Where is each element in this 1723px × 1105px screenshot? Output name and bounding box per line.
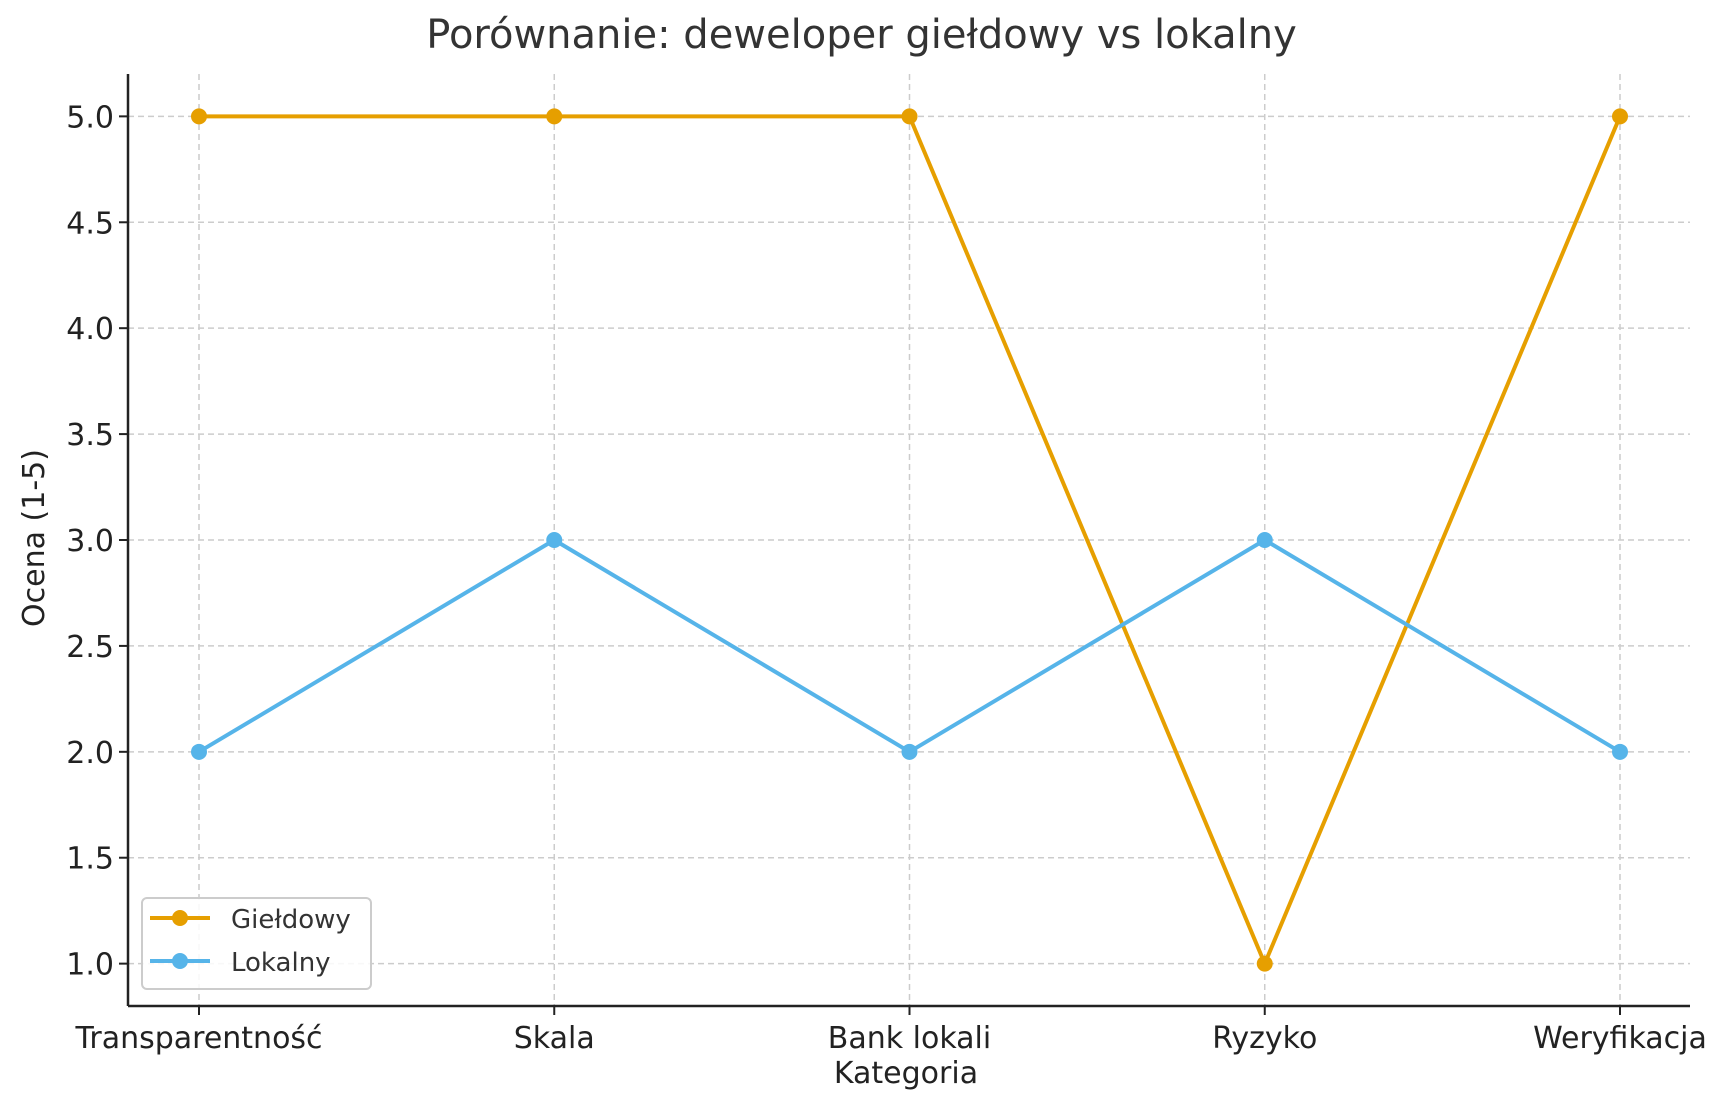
legend-item-lokalny: Lokalny — [150, 948, 331, 978]
x-tick-label: Ryzyko — [1212, 1021, 1317, 1056]
legend-label: Giełdowy — [231, 905, 351, 935]
x-tick-label: Weryfikacja — [1533, 1021, 1707, 1056]
data-point — [901, 743, 918, 760]
x-tick-label: Bank lokali — [828, 1021, 991, 1056]
x-axis-ticks: Transparentność Skala Bank lokali Ryzyko Wer… — [74, 1006, 1707, 1056]
y-tick-label: 2.5 — [66, 630, 114, 665]
legend-label: Lokalny — [231, 948, 331, 978]
data-series — [191, 108, 1628, 972]
data-point — [1256, 532, 1273, 548]
y-axis-label: Ocena (1-5) — [17, 449, 52, 627]
data-point — [546, 108, 563, 125]
y-tick-label: 3.0 — [66, 524, 114, 559]
data-point — [546, 532, 563, 548]
y-tick-label: 4.5 — [66, 206, 114, 241]
data-point — [191, 108, 207, 125]
data-point — [1612, 108, 1628, 125]
y-tick-label: 2.0 — [66, 736, 114, 771]
y-tick-label: 1.0 — [66, 948, 114, 983]
chart-title: Porównanie: deweloper giełdowy vs lokaln… — [426, 12, 1297, 58]
gridlines — [128, 74, 1690, 1006]
y-tick-label: 1.5 — [66, 842, 114, 877]
x-tick-label: Skala — [514, 1021, 595, 1056]
x-tick-label: Transparentność — [74, 1021, 322, 1056]
y-axis-ticks: 1.0 1.5 2.0 2.5 3.0 3.5 4.0 4.5 5.0 — [66, 100, 128, 983]
legend: Giełdowy Lokalny — [141, 897, 372, 990]
data-point — [1256, 955, 1273, 972]
data-point — [191, 743, 207, 760]
y-tick-label: 3.5 — [66, 418, 114, 453]
x-axis-label: Kategoria — [834, 1056, 978, 1091]
legend-item-gieldowy: Giełdowy — [150, 905, 351, 935]
data-point — [901, 108, 918, 125]
y-tick-label: 4.0 — [66, 312, 114, 347]
data-point — [1612, 743, 1628, 760]
y-tick-label: 5.0 — [66, 100, 114, 135]
